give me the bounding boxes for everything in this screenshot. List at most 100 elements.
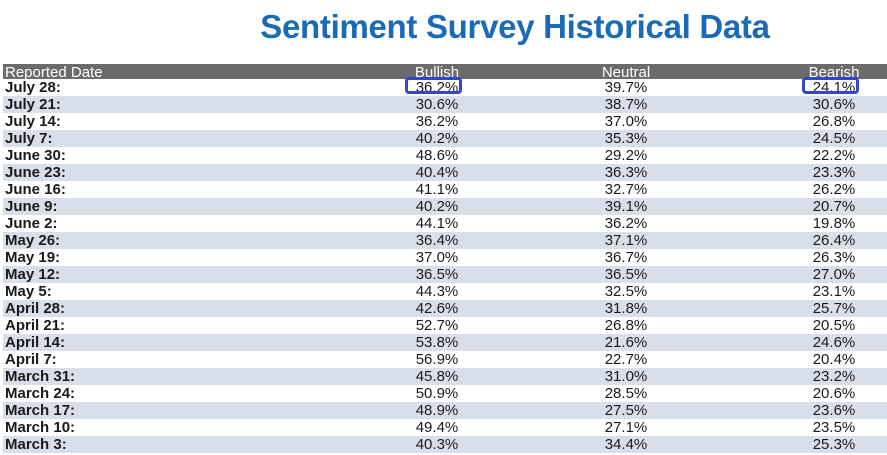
cell-neutral: 36.7% xyxy=(604,249,648,266)
cell-neutral: 32.5% xyxy=(604,283,648,300)
cell-bearish: 25.3% xyxy=(812,436,856,453)
cell-neutral: 37.1% xyxy=(604,232,648,249)
table-row: March 10: 49.4% 27.1% 23.5% xyxy=(3,419,887,436)
cell-neutral: 31.0% xyxy=(604,368,648,385)
table-row: June 23: 40.4% 36.3% 23.3% xyxy=(3,164,887,181)
cell-bullish: 44.3% xyxy=(415,283,459,300)
cell-neutral: 38.7% xyxy=(604,96,648,113)
table-row: May 19: 37.0% 36.7% 26.3% xyxy=(3,249,887,266)
table-body: July 28: 36.2% 39.7% 24.1% July 21: 30.6% 38.7… xyxy=(3,77,887,453)
page-title: Sentiment Survey Historical Data xyxy=(260,8,770,45)
cell-date: July 7: xyxy=(5,130,53,147)
cell-date: May 5: xyxy=(5,283,52,300)
cell-bearish: 27.0% xyxy=(812,266,856,283)
table-row: July 14: 36.2% 37.0% 26.8% xyxy=(3,113,887,130)
cell-bullish: 40.4% xyxy=(415,164,459,181)
cell-neutral: 36.3% xyxy=(604,164,648,181)
cell-neutral: 39.7% xyxy=(604,79,648,96)
cell-neutral: 27.1% xyxy=(604,419,648,436)
table-row: July 28: 36.2% 39.7% 24.1% xyxy=(3,77,887,96)
cell-bullish: 45.8% xyxy=(415,368,459,385)
cell-bullish: 36.4% xyxy=(415,232,459,249)
cell-date: April 14: xyxy=(5,334,66,351)
cell-date: July 14: xyxy=(5,113,61,130)
header-bullish: Bullish xyxy=(414,64,460,81)
cell-neutral: 36.2% xyxy=(604,215,648,232)
cell-neutral: 35.3% xyxy=(604,130,648,147)
table-row: May 5: 44.3% 32.5% 23.1% xyxy=(3,283,887,300)
cell-neutral: 26.8% xyxy=(604,317,648,334)
cell-bullish: 52.7% xyxy=(415,317,459,334)
cell-neutral: 37.0% xyxy=(604,113,648,130)
cell-neutral: 29.2% xyxy=(604,147,648,164)
cell-bullish: 40.2% xyxy=(415,130,459,147)
cell-date: June 9: xyxy=(5,198,58,215)
cell-date: April 28: xyxy=(5,300,66,317)
cell-neutral: 22.7% xyxy=(604,351,648,368)
cell-bearish: 26.2% xyxy=(812,181,856,198)
table-row: July 21: 30.6% 38.7% 30.6% xyxy=(3,96,887,113)
cell-bullish: 37.0% xyxy=(415,249,459,266)
cell-bearish: 20.5% xyxy=(812,317,856,334)
cell-neutral: 28.5% xyxy=(604,385,648,402)
cell-bearish: 30.6% xyxy=(812,96,856,113)
cell-bullish: 30.6% xyxy=(415,96,459,113)
highlight-box-bearish xyxy=(802,77,859,94)
cell-bullish: 48.6% xyxy=(415,147,459,164)
cell-bullish: 48.9% xyxy=(415,402,459,419)
cell-bullish: 53.8% xyxy=(415,334,459,351)
cell-date: May 26: xyxy=(5,232,61,249)
table-row: March 17: 48.9% 27.5% 23.6% xyxy=(3,402,887,419)
cell-bearish: 26.4% xyxy=(812,232,856,249)
cell-bearish: 20.4% xyxy=(812,351,856,368)
cell-bearish: 20.7% xyxy=(812,198,856,215)
cell-bearish: 23.5% xyxy=(812,419,856,436)
cell-date: April 21: xyxy=(5,317,66,334)
table-row: April 7: 56.9% 22.7% 20.4% xyxy=(3,351,887,368)
cell-date: March 10: xyxy=(5,419,76,436)
cell-neutral: 27.5% xyxy=(604,402,648,419)
cell-bearish: 24.5% xyxy=(812,130,856,147)
cell-bullish: 41.1% xyxy=(415,181,459,198)
table-row: April 21: 52.7% 26.8% 20.5% xyxy=(3,317,887,334)
table-row: July 7: 40.2% 35.3% 24.5% xyxy=(3,130,887,147)
header-reported-date: Reported Date xyxy=(5,64,103,81)
sentiment-table: Reported Date Bullish Neutral Bearish Ju… xyxy=(3,64,887,453)
cell-bullish: 49.4% xyxy=(415,419,459,436)
table-row: May 12: 36.5% 36.5% 27.0% xyxy=(3,266,887,283)
table-row: April 14: 53.8% 21.6% 24.6% xyxy=(3,334,887,351)
cell-date: May 12: xyxy=(5,266,61,283)
cell-bullish: 40.3% xyxy=(415,436,459,453)
table-row: March 24: 50.9% 28.5% 20.6% xyxy=(3,385,887,402)
cell-date: June 2: xyxy=(5,215,58,232)
table-row: March 3: 40.3% 34.4% 25.3% xyxy=(3,436,887,453)
cell-bearish: 19.8% xyxy=(812,215,856,232)
header-neutral: Neutral xyxy=(601,64,651,81)
cell-date: March 31: xyxy=(5,368,76,385)
table-row: May 26: 36.4% 37.1% 26.4% xyxy=(3,232,887,249)
cell-date: April 7: xyxy=(5,351,57,368)
header-bearish: Bearish xyxy=(808,64,860,81)
table-row: June 30: 48.6% 29.2% 22.2% xyxy=(3,147,887,164)
cell-neutral: 31.8% xyxy=(604,300,648,317)
cell-date: July 21: xyxy=(5,96,61,113)
cell-date: March 24: xyxy=(5,385,76,402)
cell-bearish: 23.3% xyxy=(812,164,856,181)
cell-date: July 28: xyxy=(5,79,61,96)
cell-bearish: 26.8% xyxy=(812,113,856,130)
cell-date: March 17: xyxy=(5,402,76,419)
table-row: June 2: 44.1% 36.2% 19.8% xyxy=(3,215,887,232)
table-row: April 28: 42.6% 31.8% 25.7% xyxy=(3,300,887,317)
cell-bearish: 23.6% xyxy=(812,402,856,419)
cell-bullish: 36.5% xyxy=(415,266,459,283)
table-header-row: Reported Date Bullish Neutral Bearish xyxy=(3,64,887,81)
cell-bullish: 50.9% xyxy=(415,385,459,402)
cell-bullish: 36.2% xyxy=(415,113,459,130)
cell-bearish: 20.6% xyxy=(812,385,856,402)
cell-bullish: 56.9% xyxy=(415,351,459,368)
cell-bullish: 42.6% xyxy=(415,300,459,317)
cell-neutral: 39.1% xyxy=(604,198,648,215)
cell-bearish: 23.2% xyxy=(812,368,856,385)
table-row: March 31: 45.8% 31.0% 23.2% xyxy=(3,368,887,385)
cell-neutral: 34.4% xyxy=(604,436,648,453)
